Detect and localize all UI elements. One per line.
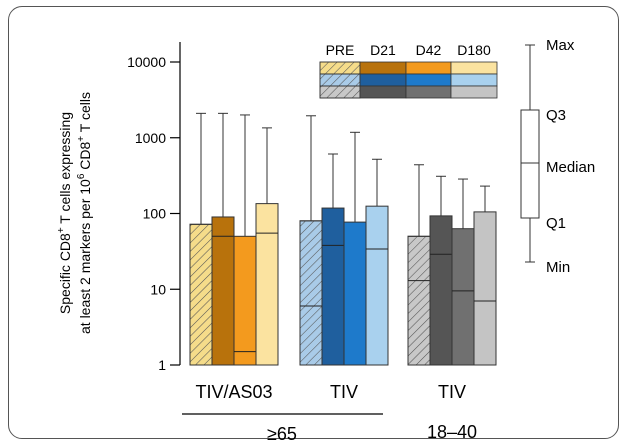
box-fill (473, 211, 497, 366)
x-group-label: TIV (330, 382, 358, 402)
legend-swatch (405, 61, 452, 75)
legend-swatch (405, 73, 452, 87)
legend-swatch (450, 85, 498, 99)
box-2-D180 (473, 185, 497, 366)
box-fill (255, 203, 279, 366)
legend-swatch (359, 61, 407, 75)
key-label: Q3 (546, 107, 566, 124)
legend: PRE D21 D42 D180 (319, 42, 498, 99)
legend-swatch (405, 85, 452, 99)
y-tick-label: 10000 (127, 54, 166, 70)
box-hatch (407, 235, 431, 366)
x-axis-labels: TIV/AS03 TIV TIV ≥65 18–40 (182, 382, 477, 444)
legend-header-d21: D21 (370, 42, 396, 58)
legend-swatch-hatch (319, 73, 361, 87)
legend-swatch (450, 61, 498, 75)
legend-header-d180: D180 (457, 42, 491, 58)
box-hatch (189, 223, 213, 366)
legend-header-pre: PRE (326, 42, 355, 58)
key-label: Min (546, 259, 570, 276)
box-2-D42 (451, 178, 475, 366)
boxplot-key: Max Q3 Median Q1 Min (520, 37, 595, 276)
box-1-D21 (321, 153, 345, 366)
box-fill (233, 235, 257, 366)
y-axis-label-line2: at least 2 markers per 106 CD8+ T cells (76, 92, 93, 334)
legend-swatch (359, 73, 407, 87)
legend-swatch (359, 85, 407, 99)
box-2-D21 (429, 175, 453, 366)
box-1-D180 (365, 158, 389, 366)
x-group-label: TIV/AS03 (195, 382, 272, 402)
y-tick-label: 100 (143, 206, 167, 222)
legend-swatch (450, 73, 498, 87)
x-group-label: TIV (438, 382, 466, 402)
box-0-D42 (233, 114, 257, 366)
box-series (189, 112, 497, 366)
box-1-D42 (343, 131, 367, 366)
y-axis-label-line1: Specific CD8+ T cells expressing (56, 112, 73, 314)
box-fill (429, 215, 453, 366)
y-axis: 1 10 100 1000 10000 (127, 42, 181, 373)
box-fill (321, 207, 345, 366)
key-label: Max (546, 37, 575, 54)
key-label: Q1 (546, 215, 566, 232)
box-fill (365, 205, 389, 366)
age-label: ≥65 (267, 424, 297, 444)
age-label: 18–40 (427, 422, 477, 442)
box-0-D180 (255, 127, 279, 366)
key-label: Median (546, 159, 595, 176)
y-tick-label: 10 (150, 281, 166, 297)
y-tick-label: 1000 (135, 130, 166, 146)
box-fill (451, 228, 475, 366)
box-fill (211, 216, 235, 366)
box-1-PRE (299, 115, 323, 366)
legend-swatch-hatch (319, 85, 361, 99)
box-hatch (299, 220, 323, 366)
box-2-PRE (407, 164, 431, 366)
legend-header-d42: D42 (416, 42, 442, 58)
box-0-PRE (189, 112, 213, 366)
y-tick-label: 1 (158, 357, 166, 373)
key-box (520, 109, 540, 219)
box-fill (343, 221, 367, 366)
box-0-D21 (211, 112, 235, 366)
legend-swatch-hatch (319, 61, 361, 75)
